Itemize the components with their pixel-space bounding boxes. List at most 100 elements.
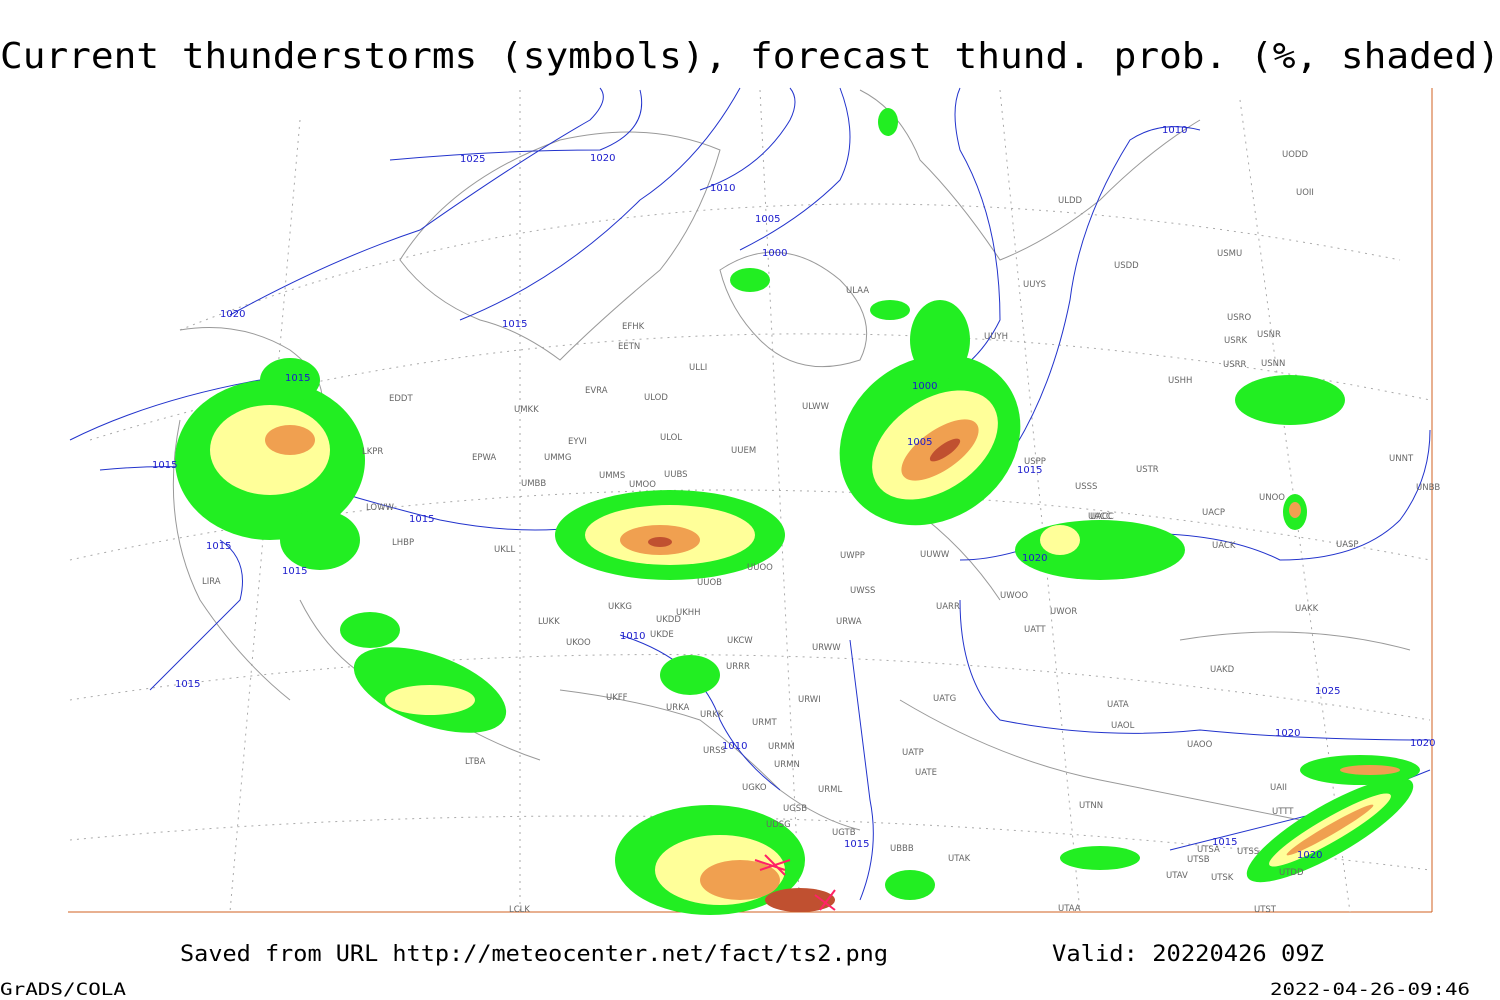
title: Current thunderstorms (symbols), forecas… — [0, 36, 1500, 77]
station-label: URKK — [700, 710, 724, 720]
isobar-label: 1025 — [1315, 686, 1340, 697]
station-label: UUOB — [697, 578, 722, 588]
station-label: URMT — [752, 718, 777, 728]
isobar-label: 1010 — [620, 631, 645, 642]
station-label: UWOR — [1050, 607, 1077, 617]
station-label: URRR — [726, 662, 750, 672]
station-label: ULDD — [1058, 196, 1083, 206]
station-label: UUEM — [731, 446, 756, 456]
station-label: UKDE — [650, 630, 674, 640]
isobar-label: 1010 — [722, 741, 747, 752]
isobar-label: 1005 — [755, 214, 780, 225]
station-label: LKPR — [362, 447, 383, 457]
isobar-label: 1015 — [152, 460, 177, 471]
isobar-label: 1015 — [1212, 837, 1237, 848]
station-label: UKKG — [608, 602, 632, 612]
station-label: UUYH — [984, 332, 1008, 342]
station-label: UTAK — [948, 854, 971, 864]
isobars — [69, 87, 1431, 901]
isobar-label: 1015 — [844, 839, 869, 850]
station-label: UACC — [1088, 512, 1112, 522]
station-label: LTBA — [465, 757, 486, 767]
isobar-label: 1015 — [282, 566, 307, 577]
station-label: URMN — [774, 760, 800, 770]
station-label: UWPP — [840, 551, 865, 561]
station-label: USNN — [1261, 359, 1285, 369]
station-label: EVRA — [585, 386, 608, 396]
station-label: UAKD — [1210, 665, 1235, 675]
station-label: UASP — [1336, 540, 1359, 550]
station-label: USRR — [1223, 360, 1247, 370]
station-label: USMU — [1217, 249, 1242, 259]
valid-time: Valid: 20220426 09Z — [1052, 942, 1324, 967]
station-label: UATA — [1107, 700, 1129, 710]
software: GrADS/COLA — [0, 980, 126, 1000]
station-label: UWOO — [1000, 591, 1028, 601]
station-label: USHH — [1168, 376, 1192, 386]
isobar-label: 1015 — [502, 319, 527, 330]
isobar-label: 1015 — [175, 679, 200, 690]
station-label: UTDD — [1279, 868, 1304, 878]
station-label: UMMG — [544, 453, 571, 463]
timestamp: 2022-04-26-09:46 — [1270, 980, 1470, 1000]
station-label: EYVI — [568, 437, 587, 447]
station-label: UMOO — [629, 480, 656, 490]
saved-from: Saved from URL http://meteocenter.net/fa… — [180, 942, 888, 967]
station-label: EFHK — [622, 322, 645, 332]
station-label: UNOO — [1259, 493, 1285, 503]
station-label: USNR — [1257, 330, 1281, 340]
station-label: UTSB — [1187, 855, 1210, 865]
station-label: UACK — [1212, 541, 1236, 551]
station-label: UUBS — [664, 470, 688, 480]
isobar-label: 1005 — [907, 437, 932, 448]
station-label: UATT — [1024, 625, 1046, 635]
station-label: UARR — [936, 602, 960, 612]
station-label: UTAA — [1058, 904, 1081, 914]
station-label: UTSA — [1197, 845, 1220, 855]
isobar-label: 1020 — [1022, 553, 1047, 564]
isobar-label: 1000 — [912, 381, 937, 392]
station-label: URWW — [812, 643, 841, 653]
station-label: UUOO — [747, 563, 773, 573]
station-label: LOWW — [366, 503, 395, 513]
station-label: ULAA — [846, 286, 869, 296]
station-label: UNNT — [1389, 454, 1414, 464]
station-label: UGTB — [832, 828, 856, 838]
isobar-label: 1025 — [460, 154, 485, 165]
station-label: ULWW — [802, 402, 830, 412]
station-label: UAOL — [1111, 721, 1135, 731]
station-label: LHBP — [392, 538, 414, 548]
station-label: UKOO — [566, 638, 591, 648]
station-label: UAOO — [1187, 740, 1213, 750]
isobar-label: 1015 — [285, 373, 310, 384]
station-label: USPP — [1024, 457, 1046, 467]
station-label: UWSS — [850, 586, 875, 596]
station-label: UGKO — [742, 783, 767, 793]
station-label: UODD — [1282, 150, 1308, 160]
station-label: URWI — [798, 695, 821, 705]
station-label: UMKK — [514, 405, 539, 415]
station-label: UKFF — [606, 693, 628, 703]
station-label: URMM — [768, 742, 795, 752]
isobar-label: 1020 — [1275, 728, 1300, 739]
isobar-label: 1015 — [409, 514, 434, 525]
station-label: UMBB — [521, 479, 546, 489]
station-label: USRO — [1227, 313, 1252, 323]
station-label: USSS — [1075, 482, 1097, 492]
station-label: ULOL — [660, 433, 682, 443]
isobar-label: 1015 — [1017, 465, 1042, 476]
station-label: UUYS — [1023, 280, 1046, 290]
station-label: LIRA — [202, 577, 221, 587]
station-label: UATP — [902, 748, 924, 758]
station-label: LUKK — [538, 617, 560, 627]
isobar-label: 1015 — [206, 541, 231, 552]
station-label: UMMS — [599, 471, 625, 481]
isobar-label: 1010 — [710, 183, 735, 194]
isobar-label: 1020 — [220, 309, 245, 320]
station-label: ULLI — [689, 363, 707, 373]
station-label: UATE — [915, 768, 937, 778]
station-label: ULOD — [644, 393, 668, 403]
station-label: USRK — [1224, 336, 1248, 346]
station-label: URWA — [836, 617, 862, 627]
thunderstorm-probability — [175, 108, 1420, 915]
